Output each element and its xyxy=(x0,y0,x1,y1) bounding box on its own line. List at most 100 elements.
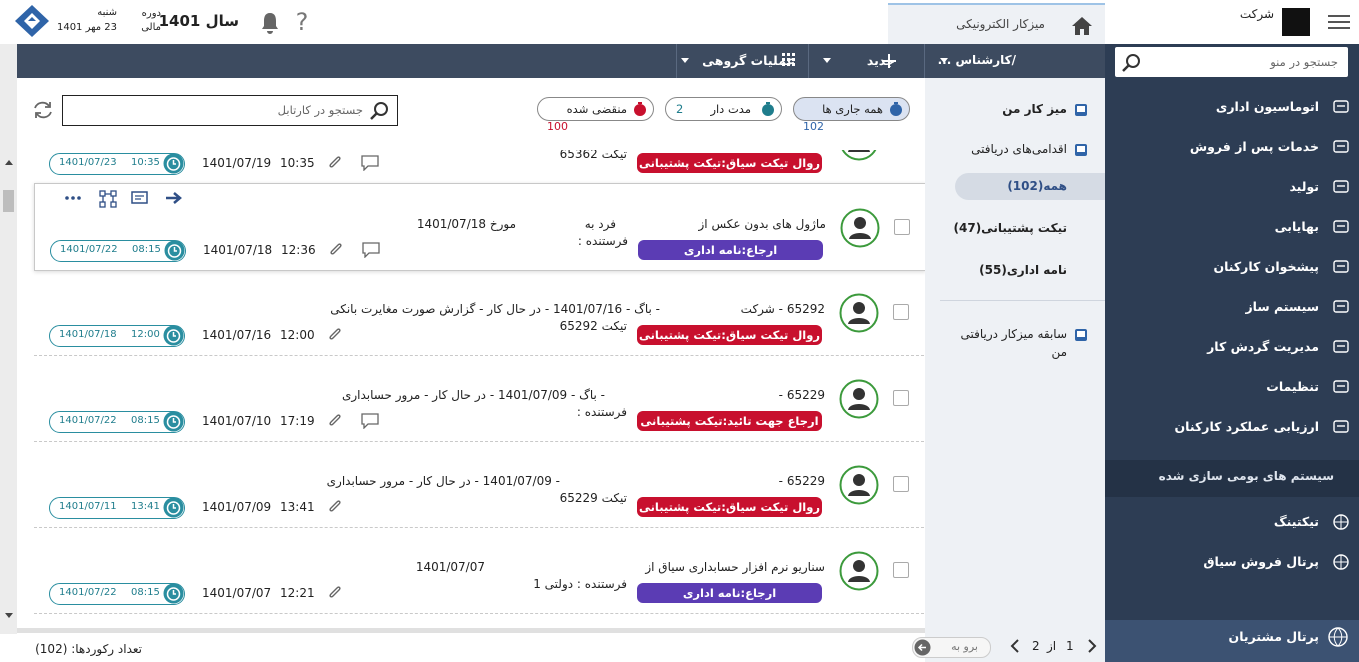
menu-item[interactable]: خدمات پس از فروش xyxy=(1189,139,1319,154)
menu-icon[interactable] xyxy=(1332,138,1350,156)
new-button[interactable]: جدید xyxy=(866,53,895,68)
circle-shape xyxy=(166,415,181,429)
menu-item[interactable]: مدیریت گردش کار xyxy=(1207,339,1319,354)
avatar xyxy=(841,150,877,161)
checkbox[interactable] xyxy=(893,304,909,320)
rect-shape xyxy=(1077,106,1085,112)
page-current[interactable]: 1 xyxy=(1066,639,1074,653)
menu-item[interactable]: سیستم ساز xyxy=(1245,299,1319,314)
page-total[interactable]: 2 xyxy=(1032,639,1040,653)
filter-pill[interactable]: همه جاری ها xyxy=(793,97,910,121)
attach-icon[interactable] xyxy=(327,413,343,429)
path-shape xyxy=(5,613,13,618)
plus-icon[interactable] xyxy=(881,53,897,69)
subnav-title[interactable]: /کارشناس ... xyxy=(937,53,1016,67)
menu-icon[interactable] xyxy=(1332,513,1350,531)
menu-icon[interactable] xyxy=(1332,298,1350,316)
path-shape xyxy=(1334,515,1348,529)
menu-icon[interactable] xyxy=(1332,378,1350,396)
scroll-down[interactable] xyxy=(4,612,14,620)
filter-icon xyxy=(890,102,902,116)
item-subtext: تیکت 65362 xyxy=(559,150,627,161)
menu-item[interactable]: اتوماسیون اداری xyxy=(1215,99,1319,114)
due-date: 1401/07/22 xyxy=(59,587,117,598)
grid-icon[interactable] xyxy=(782,53,796,67)
subnav-filter[interactable]: همه(102) xyxy=(1007,179,1067,193)
scroll-up[interactable] xyxy=(4,158,14,166)
menu-icon[interactable] xyxy=(1326,12,1352,32)
filter-pill[interactable]: مدت دار 2 xyxy=(665,97,782,121)
more-action[interactable] xyxy=(65,194,81,202)
fiscal-year: سال 1401 xyxy=(158,12,239,30)
bell-icon[interactable] xyxy=(259,11,281,35)
caret[interactable] xyxy=(822,57,832,65)
menu-icon[interactable] xyxy=(1332,218,1350,236)
attach-icon[interactable] xyxy=(328,242,344,258)
menu-item[interactable]: تولید xyxy=(1289,179,1319,194)
group-actions[interactable]: عملیات گروهی xyxy=(702,53,795,68)
work-item[interactable]: تیکت 65362 روال تیکت سیاق:تیکت پشتیبانی 10… xyxy=(34,150,924,184)
path-shape xyxy=(917,643,926,652)
flow-action[interactable] xyxy=(99,190,117,208)
company-name: شرکت xyxy=(1239,7,1274,21)
tab[interactable]: میزکار الکترونیکی xyxy=(888,3,1105,46)
subnav-history[interactable]: سابقه میزکار دریافتی من xyxy=(960,327,1067,359)
menu-item[interactable]: بهایابی xyxy=(1274,219,1319,234)
goto-box[interactable]: برو به xyxy=(912,637,991,658)
work-item[interactable]: سناریو نرم افزار حسابداری سیاق از 1401/07… xyxy=(34,527,924,614)
subnav-filter[interactable]: تیکت پشتیبانی(47) xyxy=(953,221,1068,235)
menu-item[interactable]: پیشخوان کارکنان xyxy=(1213,259,1319,274)
prev-page[interactable] xyxy=(1009,638,1021,654)
attach-icon[interactable] xyxy=(327,155,343,171)
caret[interactable] xyxy=(939,57,949,65)
comment-icon[interactable] xyxy=(362,242,380,258)
work-item[interactable]: ماژول های بدون عکس از فرد به مورخ 1401/07/… xyxy=(34,183,925,271)
reply-action[interactable] xyxy=(131,191,151,209)
subnav-item[interactable]: اقدامی‌های دریافتی xyxy=(971,142,1067,156)
refresh-icon[interactable] xyxy=(32,99,54,121)
item-date: 1401/07/16 xyxy=(202,328,272,342)
menu-item[interactable]: پرتال مشتریان xyxy=(1228,629,1319,644)
menu-item[interactable]: تنظیمات xyxy=(1266,379,1319,394)
filter-pill[interactable]: منقضی شده xyxy=(537,97,654,121)
comment-icon[interactable] xyxy=(361,155,379,171)
menu-search[interactable]: جستجو در منو xyxy=(1115,47,1348,77)
scroll-thumb[interactable] xyxy=(3,190,14,212)
next-page[interactable] xyxy=(1086,638,1098,654)
circle-shape xyxy=(853,302,865,314)
menu-icon[interactable] xyxy=(1332,258,1350,276)
home-icon[interactable] xyxy=(1070,15,1094,37)
comment-icon[interactable] xyxy=(361,413,379,429)
menu-icon[interactable] xyxy=(1332,98,1350,116)
attach-icon[interactable] xyxy=(327,585,343,601)
subnav-item[interactable]: میز کار من xyxy=(1002,102,1067,116)
menu-icon[interactable] xyxy=(1332,418,1350,436)
checkbox[interactable] xyxy=(894,219,910,235)
menu-item[interactable]: پرتال فروش سیاق xyxy=(1203,554,1319,569)
subnav-filter[interactable]: نامه اداری(55) xyxy=(979,263,1067,277)
caret[interactable] xyxy=(680,57,690,65)
help-icon[interactable]: ? xyxy=(292,10,312,36)
forward-action[interactable] xyxy=(165,190,185,206)
path-shape xyxy=(35,102,51,118)
work-item[interactable]: 65292 - شرکت - باگ - 1401/07/16 - در حال … xyxy=(34,269,924,356)
work-item[interactable]: 65229 - - 1401/07/09 - در حال کار - مرور … xyxy=(34,441,924,528)
path-shape xyxy=(172,504,176,509)
menu-icon[interactable] xyxy=(1332,338,1350,356)
menu-icon[interactable] xyxy=(1332,553,1350,571)
checkbox[interactable] xyxy=(893,476,909,492)
menu-icon[interactable] xyxy=(1327,626,1349,648)
path-shape xyxy=(1010,639,1019,653)
due-date: 1401/07/23 xyxy=(59,157,117,168)
scrollbar[interactable] xyxy=(0,44,17,634)
worklist-search[interactable]: جستجو در کارتابل xyxy=(62,95,398,126)
menu-icon[interactable] xyxy=(1332,178,1350,196)
goto-button[interactable] xyxy=(914,639,931,656)
menu-item[interactable]: ارزیابی عملکرد کارکنان xyxy=(1174,419,1319,434)
checkbox[interactable] xyxy=(893,390,909,406)
menu-item[interactable]: تیکتینگ xyxy=(1273,514,1319,529)
attach-icon[interactable] xyxy=(327,499,343,515)
attach-icon[interactable] xyxy=(327,327,343,343)
checkbox[interactable] xyxy=(893,562,909,578)
work-item[interactable]: 65229 - - باگ - 1401/07/09 - در حال کار -… xyxy=(34,355,924,442)
